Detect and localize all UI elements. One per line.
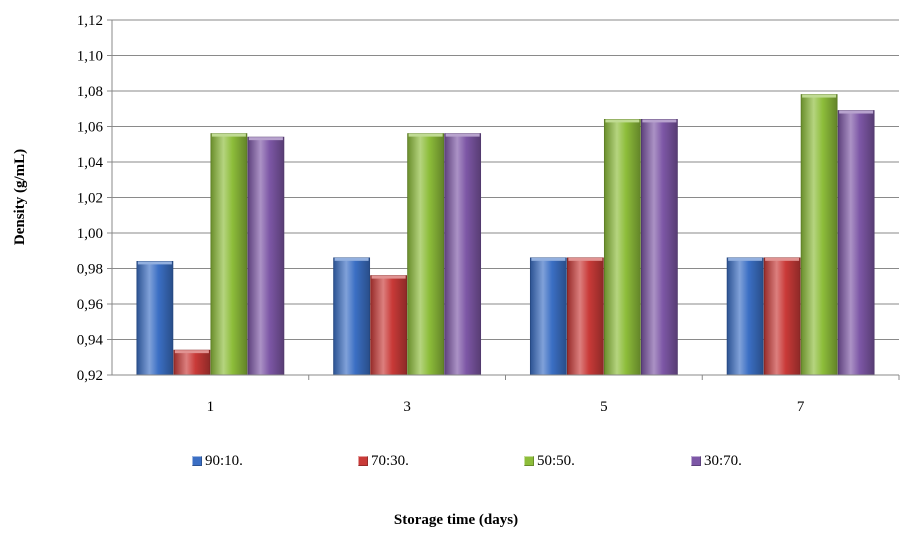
y-tick-label: 1,06	[77, 120, 104, 136]
bar-top-highlight	[605, 119, 640, 123]
legend: 90:10. 70:30. 50:50. 30:70.	[0, 448, 912, 474]
bar-30-70--day-7	[837, 110, 875, 376]
bar-top-highlight	[568, 257, 603, 261]
x-axis-title: Storage time (days)	[393, 512, 519, 528]
bar-70-30--day-3	[370, 275, 408, 376]
legend-label: 90:10.	[205, 452, 243, 469]
bar-70-30--day-7	[763, 257, 801, 376]
bar-top-highlight	[248, 137, 283, 141]
bar-90-10--day-5	[529, 257, 567, 376]
bar-top-highlight	[137, 261, 172, 265]
bar-top-highlight	[728, 257, 763, 261]
bar-top-highlight	[839, 110, 874, 114]
bar-top-highlight	[371, 275, 406, 279]
legend-swatch	[358, 456, 368, 466]
legend-item: 50:50.	[524, 448, 575, 474]
x-tick-label: 5	[600, 399, 608, 415]
legend-label: 70:30.	[371, 452, 409, 469]
bar-30-70--day-3	[444, 133, 482, 376]
bar-50-50--day-7	[800, 94, 838, 376]
bar-top-highlight	[408, 133, 443, 137]
bar-top-highlight	[445, 133, 480, 137]
chart-canvas: 0,92 0,94 0,96 0,98 1,00 1,02 1,04 1,06 1,08 1,10…	[12, 13, 900, 415]
bar-70-30--day-1	[173, 349, 211, 376]
y-axis-title: Density (g/mL)	[12, 149, 28, 245]
legend-swatch	[691, 456, 701, 466]
legend-item: 70:30.	[358, 448, 409, 474]
y-tick-label: 0,96	[77, 297, 104, 313]
bar-90-10--day-7	[726, 257, 764, 376]
legend-item: 90:10.	[192, 448, 243, 474]
y-tick-label: 1,02	[77, 191, 103, 207]
bar-top-highlight	[174, 350, 209, 354]
bar-50-50--day-1	[210, 133, 248, 376]
bar-top-highlight	[802, 94, 837, 98]
bar-top-highlight	[765, 257, 800, 261]
y-tick-label: 1,00	[77, 226, 103, 242]
x-axis-ticks: 1 3 5 7	[207, 375, 900, 415]
legend-swatch	[524, 456, 534, 466]
x-tick-label: 7	[797, 399, 805, 415]
bar-top-highlight	[334, 257, 369, 261]
y-axis-ticks: 0,92 0,94 0,96 0,98 1,00 1,02 1,04 1,06 1,08 1,10…	[77, 13, 112, 384]
legend-label: 30:70.	[704, 452, 742, 469]
y-tick-label: 0,92	[77, 368, 103, 384]
bar-top-highlight	[531, 257, 566, 261]
bar-30-70--day-5	[640, 119, 678, 376]
y-tick-label: 1,04	[77, 155, 104, 171]
bar-90-10--day-3	[333, 257, 371, 376]
y-tick-label: 1,12	[77, 13, 103, 29]
y-tick-label: 1,08	[77, 84, 103, 100]
bar-top-highlight	[642, 119, 677, 123]
legend-item: 30:70.	[691, 448, 742, 474]
legend-label: 50:50.	[537, 452, 575, 469]
x-tick-label: 1	[207, 399, 215, 415]
bar-30-70--day-1	[247, 136, 285, 376]
bar-90-10--day-1	[136, 260, 174, 376]
y-tick-label: 0,98	[77, 262, 103, 278]
y-tick-label: 0,94	[77, 333, 104, 349]
x-tick-label: 3	[403, 399, 411, 415]
y-tick-label: 1,10	[77, 49, 103, 65]
bar-top-highlight	[211, 133, 246, 137]
bars	[136, 94, 875, 376]
legend-swatch	[192, 456, 202, 466]
bar-50-50--day-3	[407, 133, 445, 376]
bar-70-30--day-5	[566, 257, 604, 376]
bar-50-50--day-5	[603, 119, 641, 376]
